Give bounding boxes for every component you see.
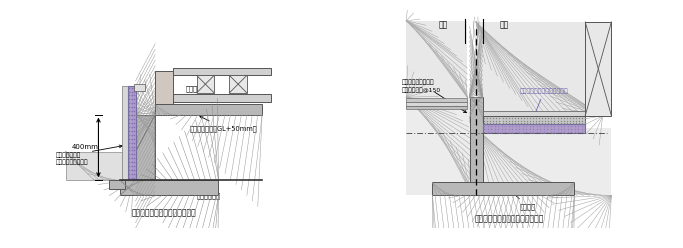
Bar xyxy=(406,106,467,109)
Polygon shape xyxy=(135,115,155,180)
Bar xyxy=(406,98,467,102)
Bar xyxy=(406,102,467,106)
Bar xyxy=(120,180,219,195)
Bar xyxy=(476,22,602,116)
Text: 400mm: 400mm xyxy=(72,144,99,150)
Bar xyxy=(155,104,262,115)
Bar xyxy=(483,124,585,133)
Bar xyxy=(406,21,467,97)
Text: 基礎断熱外張材
（ラスモルタル等）: 基礎断熱外張材 （ラスモルタル等） xyxy=(56,152,89,165)
Bar xyxy=(155,71,173,104)
Bar xyxy=(469,97,483,195)
Text: 土台気密材: 土台気密材 xyxy=(164,86,206,102)
Bar xyxy=(122,86,128,180)
Bar xyxy=(197,75,214,93)
Bar xyxy=(173,68,271,75)
Bar xyxy=(229,75,247,93)
Text: 外部: 外部 xyxy=(438,21,448,30)
Text: ベタ基礎床面（GL+50mm）: ベタ基礎床面（GL+50mm） xyxy=(190,116,258,131)
Bar xyxy=(135,84,145,91)
Text: 内部: 内部 xyxy=(500,21,509,30)
Bar xyxy=(406,97,472,195)
Bar xyxy=(66,152,133,180)
Bar xyxy=(128,86,136,180)
Text: 押出法ポリスチレンフォーム: 押出法ポリスチレンフォーム xyxy=(520,88,568,121)
Bar xyxy=(585,22,611,116)
Bar xyxy=(173,94,271,102)
Text: 基礎外側断熱施工例（一般部）: 基礎外側断熱施工例（一般部） xyxy=(132,208,196,217)
Text: ベタ基礎: ベタ基礎 xyxy=(512,191,535,210)
Bar xyxy=(483,111,585,116)
Bar xyxy=(135,115,155,180)
Text: 基礎外側断熱施工例（玄関廻り）: 基礎外側断熱施工例（玄関廻り） xyxy=(474,215,544,224)
Bar xyxy=(109,180,124,189)
Text: 防湿フィルム: 防湿フィルム xyxy=(189,182,221,199)
Text: ホールインアンカー
＋片ネジ鉄筋@150: ホールインアンカー ＋片ネジ鉄筋@150 xyxy=(402,80,441,93)
Bar xyxy=(483,116,585,124)
Bar xyxy=(476,128,611,195)
Bar xyxy=(432,182,574,195)
